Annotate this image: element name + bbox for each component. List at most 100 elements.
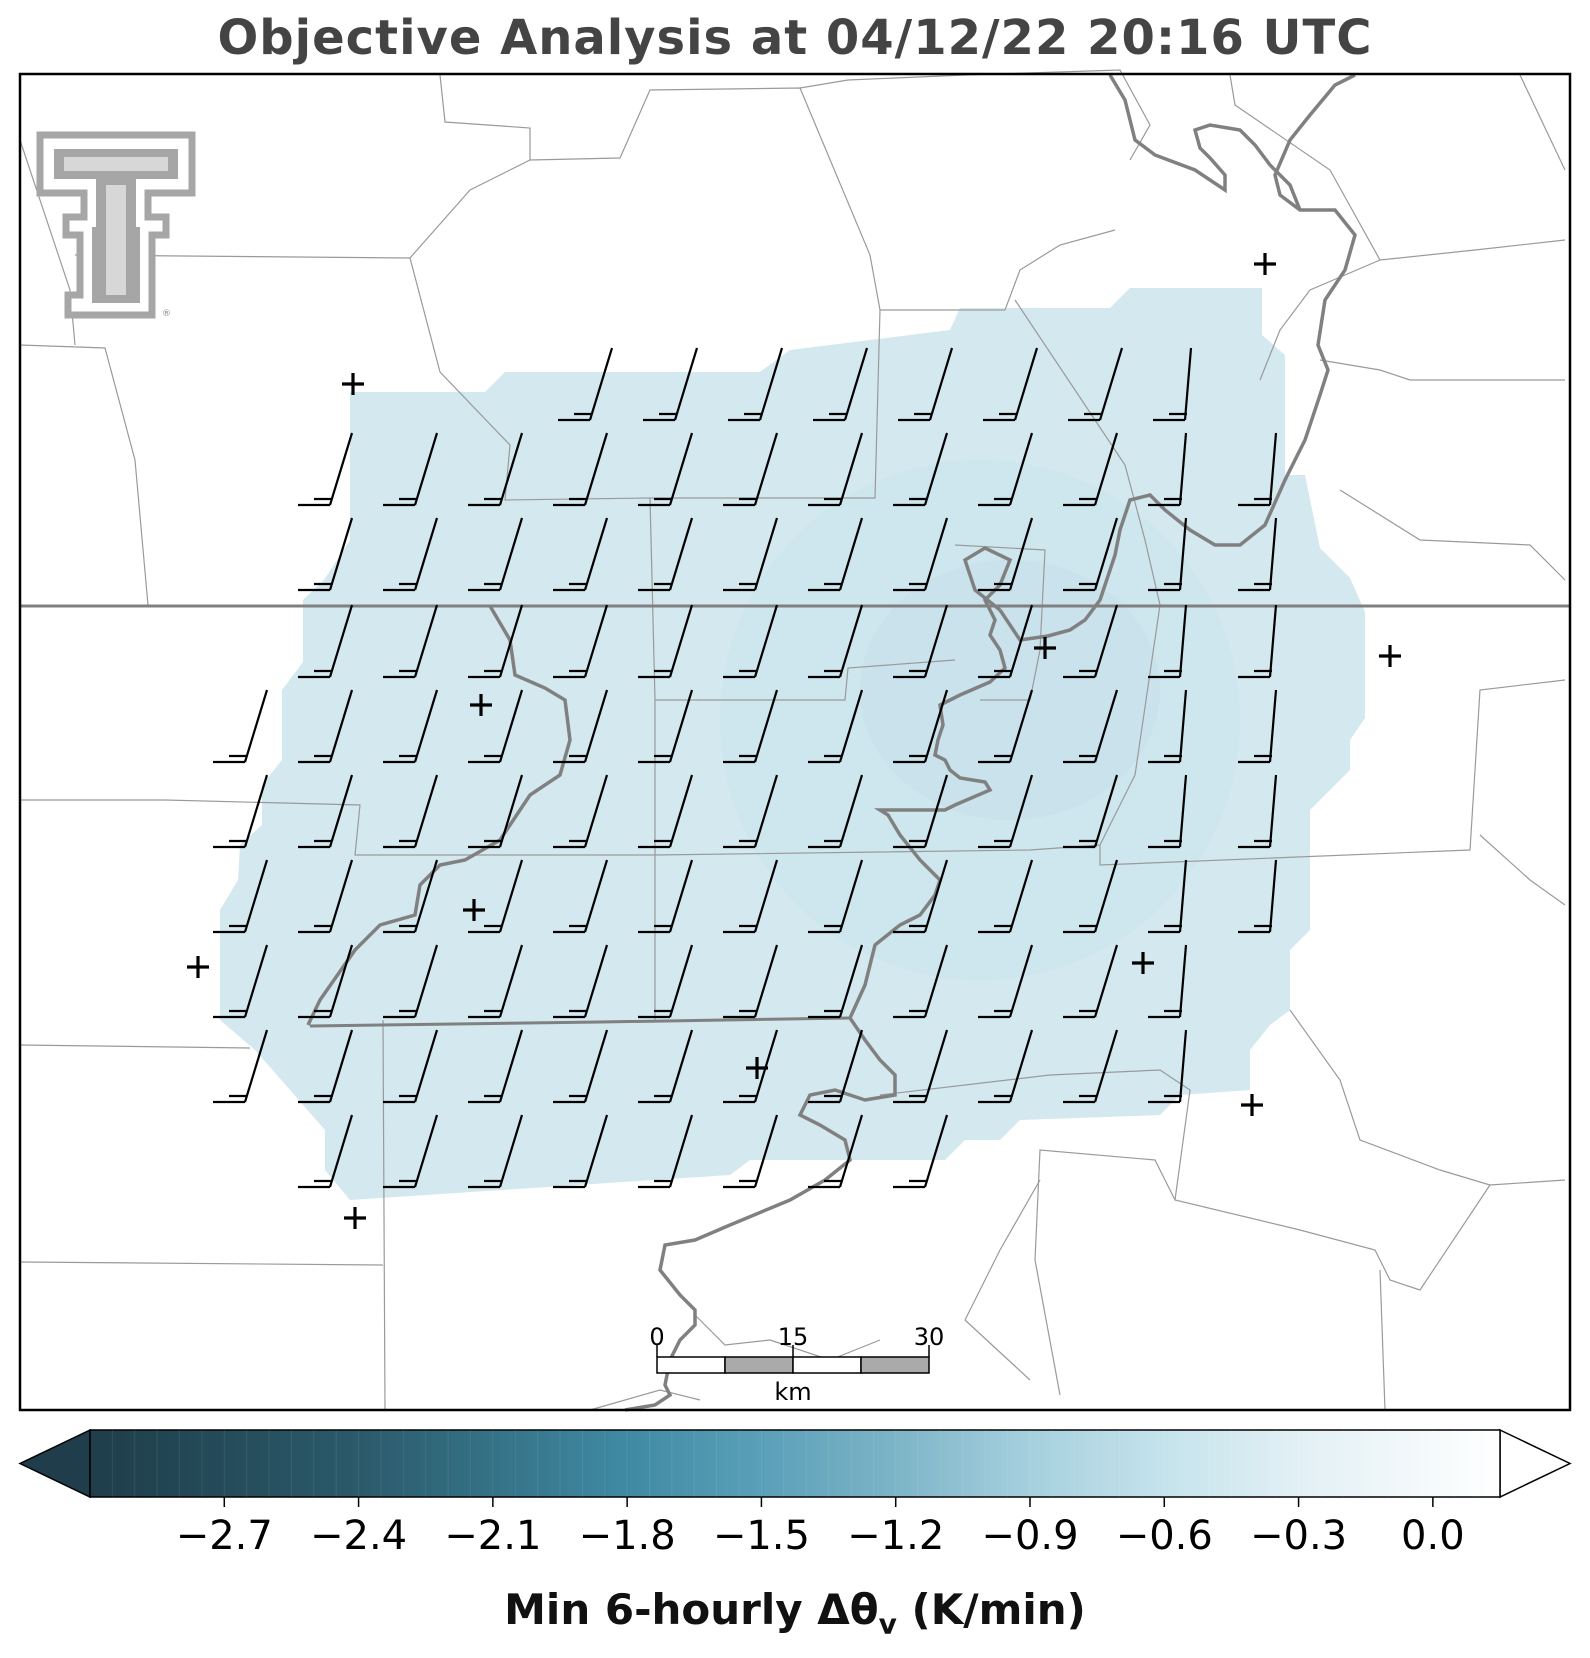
wind-barb bbox=[1063, 517, 1119, 592]
colorbar-tick-label: −2.1 bbox=[444, 1513, 541, 1559]
wind-barb bbox=[813, 347, 869, 422]
wind-barb bbox=[383, 774, 439, 849]
colorbar-tick-label: −0.9 bbox=[981, 1513, 1078, 1559]
wind-barb bbox=[298, 1114, 354, 1189]
colorbar-label-main: Min 6-hourly Δθ bbox=[504, 1585, 879, 1634]
wind-barb bbox=[723, 689, 779, 764]
wind-barb bbox=[723, 859, 779, 934]
wind-barb bbox=[468, 432, 524, 507]
wind-barb bbox=[643, 347, 699, 422]
scale-tick-0: 0 bbox=[649, 1323, 664, 1351]
wind-barb bbox=[213, 1029, 269, 1104]
wind-barb bbox=[893, 944, 949, 1019]
station-marker bbox=[746, 1057, 768, 1079]
wind-barb bbox=[893, 604, 949, 679]
wind-barb bbox=[1068, 347, 1124, 422]
wind-barb bbox=[1063, 689, 1119, 764]
wind-barb bbox=[213, 859, 269, 934]
wind-barb bbox=[1148, 689, 1188, 764]
station-marker bbox=[470, 694, 492, 716]
colorbar-tick-label: −2.7 bbox=[176, 1513, 273, 1559]
wind-barb bbox=[1148, 517, 1188, 592]
wind-barb bbox=[468, 604, 524, 679]
wind-barb bbox=[213, 689, 269, 764]
wind-barb bbox=[1148, 944, 1188, 1019]
colorbar-label-units: (K/min) bbox=[896, 1585, 1086, 1634]
wind-barb bbox=[808, 689, 864, 764]
wind-barb bbox=[638, 859, 694, 934]
wind-barb bbox=[893, 1114, 949, 1189]
wind-barb bbox=[553, 604, 609, 679]
station-marker bbox=[1254, 253, 1276, 275]
wind-barb bbox=[808, 944, 864, 1019]
state-borders bbox=[20, 604, 1570, 1028]
colorbar-tick-label: −0.3 bbox=[1250, 1513, 1347, 1559]
colorbar-tick-label: 0.0 bbox=[1401, 1513, 1465, 1559]
station-marker bbox=[463, 899, 485, 921]
wind-barb bbox=[638, 432, 694, 507]
county-lines bbox=[19, 69, 1566, 1411]
wind-barb bbox=[468, 774, 524, 849]
wind-barb bbox=[553, 774, 609, 849]
wind-barb bbox=[468, 1114, 524, 1189]
wind-barb bbox=[1063, 604, 1119, 679]
wind-barb bbox=[978, 432, 1034, 507]
wind-barb bbox=[893, 1029, 949, 1104]
scale-unit: km bbox=[774, 1378, 811, 1406]
wind-barb bbox=[1063, 859, 1119, 934]
wind-barb bbox=[723, 944, 779, 1019]
colorbar-tick-label: −0.6 bbox=[1116, 1513, 1213, 1559]
wind-barb bbox=[1063, 1029, 1119, 1104]
wind-barb bbox=[298, 944, 354, 1019]
station-markers bbox=[187, 253, 1401, 1229]
wind-barb bbox=[638, 1114, 694, 1189]
wind-barb bbox=[383, 1029, 439, 1104]
texas-tech-double-t-logo: ® bbox=[36, 131, 196, 319]
station-marker bbox=[1379, 645, 1401, 667]
wind-barb bbox=[893, 689, 949, 764]
wind-barb bbox=[553, 859, 609, 934]
scale-bar: 0 15 30 km bbox=[649, 1323, 944, 1406]
wind-barb bbox=[638, 604, 694, 679]
station-marker bbox=[344, 1207, 366, 1229]
wind-barb bbox=[978, 604, 1034, 679]
colorbar-tick-label: −1.8 bbox=[579, 1513, 676, 1559]
wind-barb bbox=[1238, 432, 1278, 507]
wind-barb bbox=[978, 517, 1034, 592]
wind-barb bbox=[383, 689, 439, 764]
colorbar-max-extend bbox=[1499, 1428, 1572, 1499]
wind-barb bbox=[808, 1114, 864, 1189]
wind-barb bbox=[468, 859, 524, 934]
plot-title: Objective Analysis at 04/12/22 20:16 UTC bbox=[217, 10, 1373, 66]
station-marker bbox=[1132, 952, 1154, 974]
wind-barb bbox=[723, 774, 779, 849]
wind-barb bbox=[1238, 774, 1278, 849]
wind-barb bbox=[808, 432, 864, 507]
colorbar-tick-label: −2.4 bbox=[310, 1513, 407, 1559]
wind-barb bbox=[978, 859, 1034, 934]
wind-barb bbox=[553, 1114, 609, 1189]
wind-barb bbox=[1063, 774, 1119, 849]
wind-barb bbox=[638, 1029, 694, 1104]
wind-barb bbox=[213, 774, 269, 849]
wind-barb bbox=[638, 774, 694, 849]
colorbar-tick-label: −1.5 bbox=[713, 1513, 810, 1559]
wind-barb bbox=[898, 347, 954, 422]
wind-barb bbox=[468, 689, 524, 764]
wind-barb bbox=[553, 1029, 609, 1104]
station-marker bbox=[342, 373, 364, 395]
wind-barb bbox=[978, 944, 1034, 1019]
station-marker bbox=[1241, 1094, 1263, 1116]
wind-barb bbox=[558, 347, 614, 422]
wind-barb bbox=[553, 432, 609, 507]
wind-barb bbox=[893, 517, 949, 592]
scale-tick-15: 15 bbox=[778, 1323, 809, 1351]
wind-barb bbox=[213, 944, 269, 1019]
wind-barb bbox=[298, 689, 354, 764]
wind-barb bbox=[723, 1114, 779, 1189]
colorbar-gradient bbox=[89, 1429, 1501, 1498]
wind-barb bbox=[728, 347, 784, 422]
wind-barb bbox=[893, 774, 949, 849]
wind-barb bbox=[1063, 432, 1119, 507]
colorbar-tick-label: −1.2 bbox=[847, 1513, 944, 1559]
